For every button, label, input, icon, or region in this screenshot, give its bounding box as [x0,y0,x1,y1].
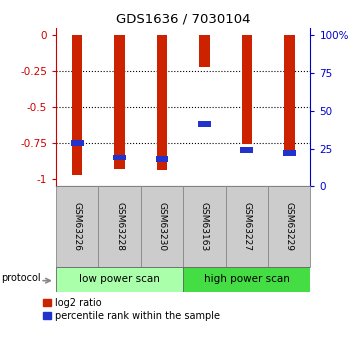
Title: GDS1636 / 7030104: GDS1636 / 7030104 [116,12,251,25]
Text: low power scan: low power scan [79,275,160,284]
Text: GSM63226: GSM63226 [73,202,82,252]
Text: GSM63163: GSM63163 [200,202,209,252]
Bar [284,35,295,156]
FancyBboxPatch shape [141,186,183,267]
Text: GSM63229: GSM63229 [285,202,294,252]
Text: high power scan: high power scan [204,275,290,284]
Bar [242,35,252,145]
Text: GSM63228: GSM63228 [115,202,124,252]
FancyBboxPatch shape [183,267,310,292]
Bar [199,35,210,67]
FancyBboxPatch shape [226,186,268,267]
Text: GSM63227: GSM63227 [242,202,251,252]
FancyBboxPatch shape [56,186,98,267]
Legend: log2 ratio, percentile rank within the sample: log2 ratio, percentile rank within the s… [43,298,221,321]
Text: GSM63230: GSM63230 [157,202,166,252]
FancyBboxPatch shape [183,186,226,267]
Bar [114,35,125,169]
Bar [156,156,168,162]
Text: protocol: protocol [1,273,41,283]
Bar [71,140,83,146]
Bar [198,121,211,127]
FancyBboxPatch shape [56,267,183,292]
Bar [157,35,167,170]
Bar [240,147,253,153]
Bar [113,155,126,160]
FancyBboxPatch shape [268,186,310,267]
FancyBboxPatch shape [98,186,141,267]
Bar [283,150,296,156]
Bar [72,35,82,175]
